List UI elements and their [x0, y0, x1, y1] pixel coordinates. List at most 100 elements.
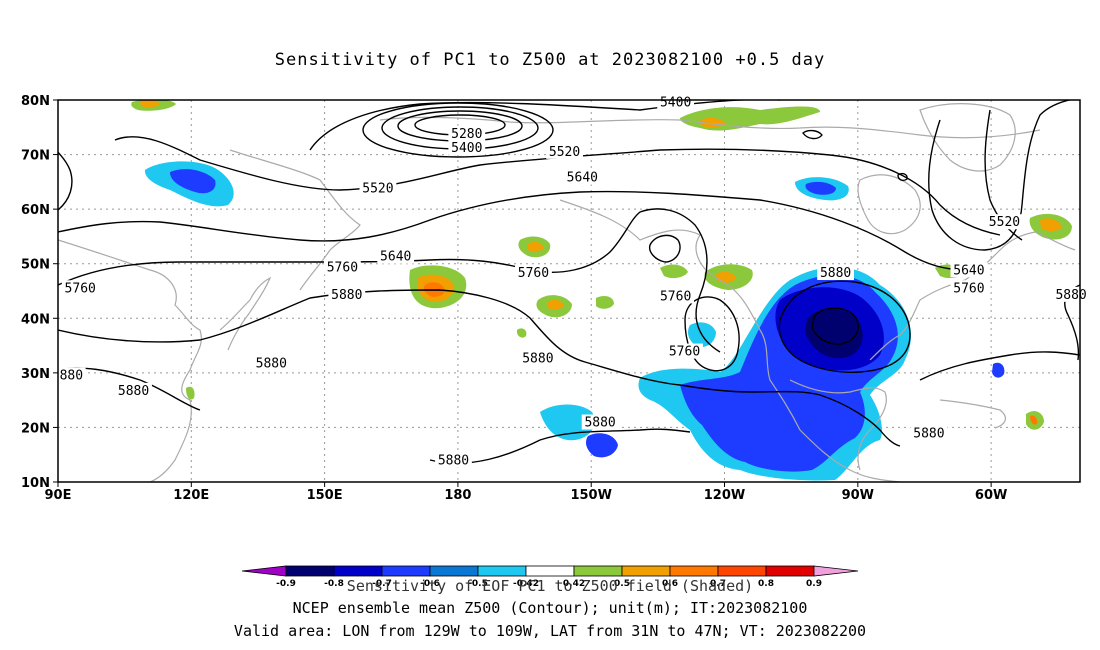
contour-label-bg [986, 214, 1023, 230]
contour-label-bg [950, 262, 988, 278]
colorbar-box [669, 565, 719, 577]
footer-contour-description: NCEP ensemble mean Z500 (Contour); unit(… [292, 599, 808, 617]
contour-label: 5520 [362, 181, 393, 196]
coastline-arctic [379, 116, 1041, 139]
colorbar-tick-label: -0.42 [513, 579, 539, 589]
contour-label: 5400 [660, 96, 691, 111]
contour-5880 [58, 289, 901, 447]
contour-label-bg [359, 180, 397, 196]
contour-label-bg [910, 425, 948, 441]
lon-tick-label: 180 [444, 488, 471, 503]
contour-label: 5760 [660, 289, 691, 304]
contour-label-bg [377, 248, 415, 264]
colorbar-box [381, 565, 431, 577]
map-frame [57, 99, 1081, 483]
colorbar-tick-label: 0.9 [806, 579, 822, 589]
contour-label: 5880 [1055, 288, 1086, 303]
colorbar-box [477, 565, 527, 577]
lon-tick-label: 120W [704, 488, 745, 503]
footer-valid-area: Valid area: LON from 129W to 109W, LAT f… [233, 622, 867, 640]
colorbar-tick-label: -0.7 [372, 579, 392, 589]
lon-tick-label: 150E [307, 488, 343, 503]
contour-atlantic-south [919, 351, 1080, 381]
contour-label: 5880 [913, 426, 944, 441]
contour-label: 5880 [820, 266, 851, 281]
lat-tick-label: 70N [21, 149, 50, 164]
contour-label: 5880 [256, 357, 287, 372]
positive-sensitivity-region-taiwan [186, 386, 195, 400]
longitude-axis: 90E 120E 150E 180 150W 120W 90W 60W [45, 482, 1007, 503]
positive-sensitivity-region-hawaii [516, 328, 527, 338]
contour-label-bg [817, 264, 855, 280]
colorbar: -0.9 -0.8 -0.7 -0.6 -0.5 -0.42 0.42 0.5 0.6 0.7 0.… [241, 565, 859, 589]
contour-label: 5640 [380, 250, 411, 265]
colorbar-tick-label: 0.7 [710, 579, 726, 589]
lon-tick-label: 120E [173, 488, 209, 503]
positive-sensitivity-region-gulf-core [548, 299, 564, 310]
contour-label-bg [448, 125, 486, 141]
positive-sensitivity-region-bering [660, 264, 688, 279]
contour-label-bg [115, 382, 152, 398]
lon-tick-label: 90E [45, 488, 72, 503]
contour-label-bg [546, 143, 583, 159]
contour-5880-inner [811, 307, 859, 345]
colorbar-box [765, 565, 815, 577]
contour-label: 5400 [451, 141, 482, 156]
contour-label-bg [435, 452, 472, 468]
coastline-alaska [559, 199, 901, 482]
sensitivity-shading [131, 100, 1072, 481]
contour-label-bg [515, 264, 552, 280]
coastline-asia [58, 239, 202, 482]
contour-label-bg [252, 355, 290, 371]
contour-label-bg [657, 94, 695, 110]
colorbar-tick-label: 0.5 [614, 579, 630, 589]
contour-label: 5760 [518, 266, 549, 281]
negative-sensitivity-region-southwest [540, 404, 595, 441]
coastline-japan [219, 276, 272, 351]
colorbar-max-triangle [813, 565, 859, 577]
colorbar-tick-label: -0.6 [420, 579, 440, 589]
lat-tick-label: 80N [21, 94, 50, 109]
colorbar-box [621, 565, 671, 577]
contour-label-bg [57, 367, 86, 383]
contour-small-loop-1 [648, 234, 681, 263]
positive-sensitivity-region-atlantic-south-core [1030, 415, 1038, 425]
lat-tick-label: 30N [21, 367, 50, 382]
positive-sensitivity-region-newfoundland-core [1040, 218, 1062, 231]
contour-label: 5880 [331, 288, 362, 303]
contour-5880-loop [778, 280, 911, 373]
coastline-kamchatka [229, 149, 361, 291]
contour-east-trough [928, 100, 1073, 251]
positive-sensitivity-region-arctic-west-core [140, 100, 160, 108]
chart-title: Sensitivity of PC1 to Z500 at 2023082100… [274, 50, 826, 70]
contour-label: 5280 [451, 127, 482, 142]
positive-sensitivity-region-mid-pacific [596, 296, 614, 309]
footer-shading-description: Sensitivity of EOF PC1 to Z500 field (Sh… [346, 577, 754, 595]
lat-tick-label: 10N [21, 476, 50, 491]
contour-label: 5880 [438, 454, 469, 469]
contour-5400 [309, 100, 780, 151]
contour-label-bg [950, 280, 988, 296]
contour-label: 5880 [584, 416, 615, 431]
contour-5880-pacific-south [429, 428, 691, 464]
colorbar-box [285, 565, 335, 577]
contour-small-loop-3 [897, 172, 908, 182]
colorbar-box [573, 565, 623, 577]
negative-sensitivity-region-atlantic [992, 362, 1005, 378]
lat-tick-label: 50N [21, 258, 50, 273]
contour-label: 5640 [567, 170, 598, 185]
colorbar-tick-label: 0.42 [563, 579, 585, 589]
contour-label: 5760 [953, 281, 984, 296]
coastline-hudson [857, 174, 921, 235]
coastlines [58, 103, 1076, 482]
contour-east-trough-2 [984, 109, 1023, 241]
colorbar-tick-label: -0.8 [324, 579, 344, 589]
contour-label: 5760 [669, 345, 700, 360]
coastline-northamerica-east [869, 231, 1076, 361]
lat-tick-label: 20N [21, 421, 50, 436]
contour-label-bg [666, 343, 703, 359]
contour-label: 5760 [65, 281, 96, 296]
contour-label: 880 [60, 369, 83, 384]
contour-label: 5760 [327, 261, 358, 276]
